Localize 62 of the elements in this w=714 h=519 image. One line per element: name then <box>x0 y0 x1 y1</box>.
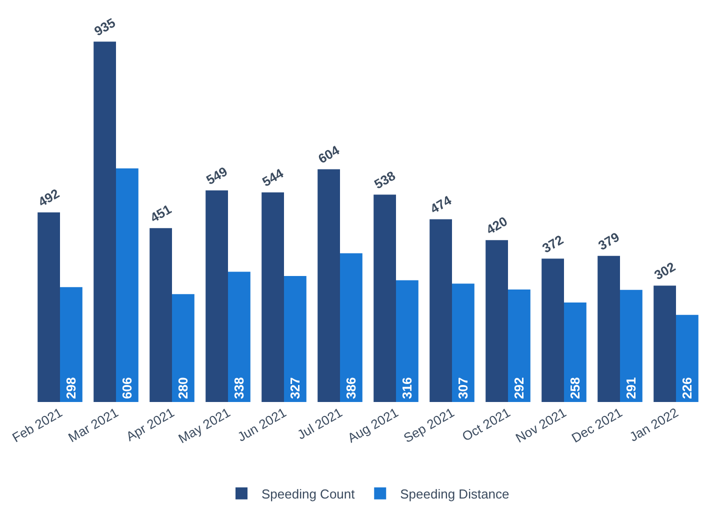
bar <box>598 256 620 402</box>
x-tick-label: Nov 2021 <box>513 404 569 446</box>
x-tick-label: Aug 2021 <box>345 404 401 446</box>
bar <box>452 284 474 402</box>
bar <box>340 253 362 402</box>
data-label: 327 <box>288 377 303 399</box>
data-label: 258 <box>568 377 583 399</box>
data-label: 316 <box>400 377 415 399</box>
data-label: 379 <box>596 229 622 254</box>
x-tick-label: Jul 2021 <box>294 404 345 442</box>
bar <box>620 290 642 402</box>
bar <box>676 314 698 402</box>
bar <box>374 194 396 402</box>
bar <box>60 287 82 402</box>
data-label: 302 <box>652 258 678 283</box>
data-label: 226 <box>680 377 695 399</box>
data-label: 338 <box>232 377 247 399</box>
data-label: 386 <box>344 377 359 399</box>
bar <box>542 258 564 402</box>
data-label: 935 <box>92 14 118 39</box>
data-label: 549 <box>204 164 230 188</box>
bar <box>116 168 138 402</box>
x-tick-label: Feb 2021 <box>10 404 65 446</box>
bar <box>430 219 452 402</box>
bar <box>508 289 530 402</box>
data-label: 291 <box>624 377 639 399</box>
x-tick-label: Dec 2021 <box>569 404 625 446</box>
bar <box>262 192 284 402</box>
bar <box>172 294 194 402</box>
legend-label: Speeding Count <box>262 486 356 502</box>
data-label: 307 <box>456 377 471 399</box>
legend-label: Speeding Distance <box>400 486 510 502</box>
x-tick-label: Apr 2021 <box>124 404 177 444</box>
data-label: 292 <box>512 377 527 399</box>
x-tick-label: Sep 2021 <box>401 404 457 446</box>
bar <box>396 280 418 402</box>
bar <box>318 169 340 402</box>
data-label: 544 <box>260 165 287 190</box>
bar <box>284 276 306 402</box>
data-label: 280 <box>176 377 191 399</box>
data-label: 420 <box>484 213 510 238</box>
bar <box>228 272 250 402</box>
bar <box>486 240 508 402</box>
x-tick-label: May 2021 <box>176 404 233 446</box>
x-tick-label: Jun 2021 <box>234 404 289 444</box>
bar <box>150 228 172 402</box>
data-label: 538 <box>372 168 398 192</box>
data-label: 451 <box>148 202 174 226</box>
x-tick-label: Mar 2021 <box>66 404 121 446</box>
data-label: 492 <box>36 186 62 210</box>
data-label: 474 <box>428 192 455 216</box>
data-label: 606 <box>120 377 135 399</box>
data-label: 298 <box>64 377 79 399</box>
bar <box>654 286 676 402</box>
x-tick-label: Jan 2022 <box>626 404 681 444</box>
x-tick-label: Oct 2021 <box>460 404 513 444</box>
bar <box>206 190 228 402</box>
bar <box>38 212 60 402</box>
bar <box>94 42 116 402</box>
data-label: 372 <box>540 232 566 256</box>
bar <box>564 302 586 402</box>
data-label: 604 <box>316 142 343 166</box>
